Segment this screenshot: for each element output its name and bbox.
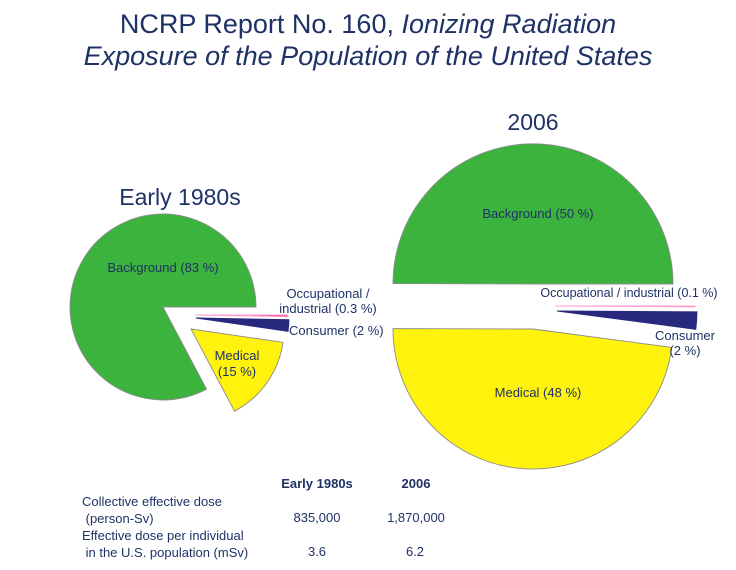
pie-0-slice-occupational-industrial bbox=[194, 314, 289, 318]
slide-title: NCRP Report No. 160, Ionizing Radiation … bbox=[0, 8, 736, 72]
label-1980s-occupational: Occupational / industrial (0.3 %) bbox=[279, 286, 377, 316]
pie-early1980s-title: Early 1980s bbox=[119, 184, 241, 210]
slide-title-line2: Exposure of the Population of the United… bbox=[83, 41, 653, 71]
pie-0-slice-consumer bbox=[195, 317, 290, 332]
pie-2006-title: 2006 bbox=[507, 109, 559, 135]
pie-1-slice-medical bbox=[392, 328, 673, 470]
table-row-label-collective-dose: Collective effective dose (person-Sv) bbox=[82, 494, 222, 526]
table-value-collective-1980s: 835,000 bbox=[293, 510, 341, 525]
pie-0-slice-background bbox=[69, 213, 257, 401]
table-value-individual-2006: 6.2 bbox=[405, 544, 425, 559]
table-row-label-individual-dose: Effective dose per individual in the U.S… bbox=[82, 528, 249, 560]
slide-title-line1: NCRP Report No. 160, Ionizing Radiation bbox=[0, 8, 736, 40]
label-2006-background: Background (50 %) bbox=[482, 206, 594, 221]
table-header-early1980s: Early 1980s bbox=[281, 476, 353, 491]
table-header-2006: 2006 bbox=[401, 476, 431, 491]
label-2006-consumer: Consumer (2 %) bbox=[655, 328, 715, 358]
label-2006-occupational: Occupational / industrial (0.1 %) bbox=[540, 286, 718, 300]
label-1980s-consumer: Consumer (2 %) bbox=[289, 323, 384, 338]
pie-0-slice-medical bbox=[190, 328, 284, 412]
slide-title-italic: Ionizing Radiation bbox=[401, 9, 617, 39]
slide-title-regular: NCRP Report No. 160, bbox=[119, 9, 402, 39]
pie-1-slice-consumer bbox=[556, 310, 698, 330]
pie-1-slice-background bbox=[392, 143, 674, 285]
pie-1-slice-occupational-industrial bbox=[554, 305, 696, 308]
table-value-collective-2006: 1,870,000 bbox=[387, 510, 445, 525]
table-value-individual-1980s: 3.6 bbox=[307, 544, 327, 559]
label-2006-medical: Medical (48 %) bbox=[494, 385, 582, 400]
label-1980s-background: Background (83 %) bbox=[107, 260, 219, 275]
label-1980s-medical: Medical (15 %) bbox=[214, 348, 260, 379]
